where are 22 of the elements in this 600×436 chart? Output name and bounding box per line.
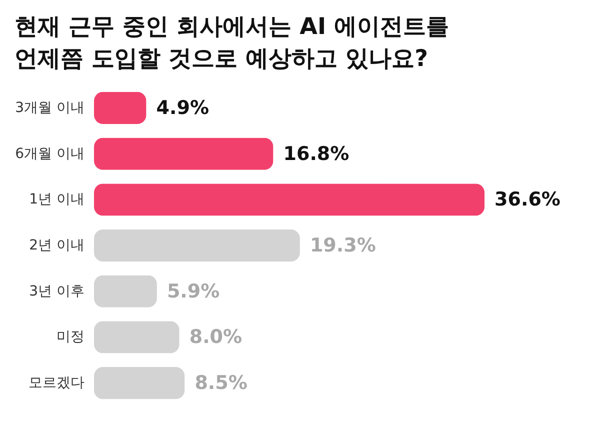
y-tick-label: 미정 — [56, 329, 84, 346]
data-label: 19.3% — [310, 234, 376, 256]
data-label: 5.9% — [166, 280, 220, 302]
data-label: 16.8% — [283, 142, 350, 165]
y-tick-label: 2년 이내 — [29, 238, 84, 254]
y-tick-label: 6개월 이내 — [15, 146, 84, 162]
data-label: 36.6% — [494, 188, 560, 211]
bar — [94, 92, 146, 124]
y-tick-label: 1년 이내 — [29, 192, 84, 208]
bar — [94, 229, 300, 262]
y-tick-label: 3개월 이내 — [15, 100, 84, 116]
data-label: 8.5% — [194, 372, 248, 394]
data-label: 8.0% — [189, 326, 242, 348]
bar — [94, 138, 274, 170]
y-tick-label: 모르겠다 — [28, 375, 84, 392]
data-label: 4.9% — [156, 96, 209, 119]
bar — [94, 321, 180, 354]
chart-title: 현재 근무 중인 회사에서는 AI 에이전트를 언제쯤 도입할 것으로 예상하고 있나요? — [14, 14, 450, 72]
bar — [94, 367, 185, 400]
bar — [94, 275, 157, 308]
y-tick-label: 3년 이후 — [29, 283, 84, 300]
bar — [94, 184, 485, 216]
